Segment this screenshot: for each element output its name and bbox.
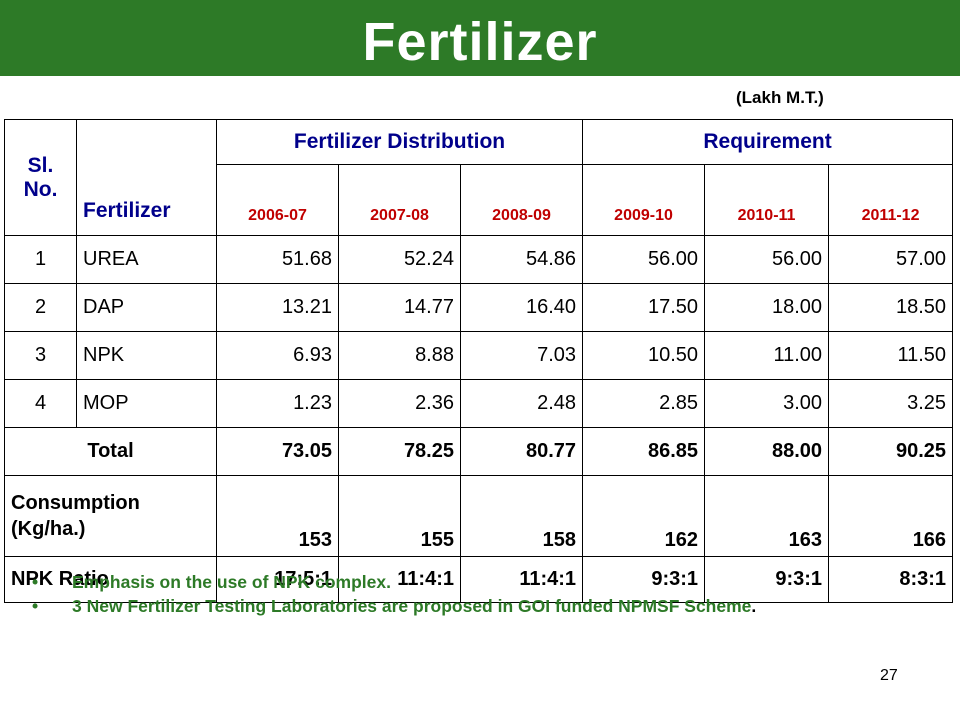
page-number: 27: [880, 667, 898, 684]
consumption-value: 153: [216, 475, 339, 557]
consumption-label-line2: (Kg/ha.): [11, 518, 86, 540]
row-value: 17.50: [582, 283, 706, 332]
bullet-dot-icon: •: [32, 572, 39, 592]
row-value: 18.50: [828, 283, 954, 332]
total-row: Total 73.05 78.25 80.77 86.85 88.00 90.2…: [4, 427, 954, 476]
row-value: 8.88: [338, 331, 461, 380]
header-year: 2006-07: [216, 164, 339, 236]
row-value: 51.68: [216, 235, 339, 284]
row-value: 11.00: [704, 331, 830, 380]
header-requirement: Requirement: [582, 119, 954, 165]
total-value: 88.00: [704, 427, 830, 476]
header-year: 2011-12: [828, 164, 954, 236]
bullet-item: • Emphasis on the use of NPK complex.: [32, 571, 952, 593]
row-sl: 2: [4, 283, 77, 332]
row-sl: 4: [4, 379, 77, 428]
row-value: 1.23: [216, 379, 339, 428]
header-year: 2009-10: [582, 164, 706, 236]
row-fertilizer-name: DAP: [76, 283, 217, 332]
row-value: 3.25: [828, 379, 954, 428]
consumption-value: 155: [338, 475, 461, 557]
bullet-item: • 3 New Fertilizer Testing Laboratories a…: [32, 595, 952, 617]
row-value: 56.00: [582, 235, 706, 284]
header-distribution: Fertilizer Distribution: [215, 119, 584, 165]
bullet-text: 3 New Fertilizer Testing Laboratories ar…: [72, 596, 752, 616]
header-year: 2008-09: [459, 164, 584, 236]
row-value: 11.50: [828, 331, 954, 380]
row-value: 14.77: [338, 283, 461, 332]
header-fertilizer: Fertilizer: [76, 119, 217, 236]
total-value: 73.05: [216, 427, 339, 476]
row-value: 7.03: [459, 331, 584, 380]
consumption-row: Consumption (Kg/ha.) 153 155 158 162 163 …: [4, 475, 954, 557]
consumption-value: 163: [704, 475, 830, 557]
total-value: 80.77: [459, 427, 584, 476]
npk-ratio-value: 8:3:1: [828, 556, 954, 603]
consumption-value: 162: [582, 475, 706, 557]
row-sl: 1: [4, 235, 77, 284]
table-row: 4 MOP 1.23 2.36 2.48 2.85 3.00 3.25: [4, 379, 954, 428]
total-label: Total: [4, 427, 217, 476]
consumption-label: Consumption (Kg/ha.): [4, 475, 217, 557]
table-row: 2 DAP 13.21 14.77 16.40 17.50 18.00 18.5…: [4, 283, 954, 332]
row-value: 2.36: [338, 379, 461, 428]
header-sl-no: Sl. No.: [4, 119, 77, 236]
header-year: 2007-08: [338, 164, 461, 236]
row-value: 54.86: [459, 235, 584, 284]
npk-ratio-value: 11:4:1: [459, 556, 584, 603]
bullet-list: • Emphasis on the use of NPK complex. • 3 …: [32, 571, 952, 619]
consumption-label-line1: Consumption: [11, 492, 140, 514]
slide-title: Fertilizer: [362, 12, 598, 72]
row-value: 57.00: [828, 235, 954, 284]
table-row: 3 NPK 6.93 8.88 7.03 10.50 11.00 11.50: [4, 331, 954, 380]
row-value: 2.85: [582, 379, 706, 428]
row-fertilizer-name: MOP: [76, 379, 217, 428]
bullet-dot-icon: •: [32, 596, 39, 616]
row-value: 10.50: [582, 331, 706, 380]
row-value: 52.24: [338, 235, 461, 284]
total-value: 78.25: [338, 427, 461, 476]
bullet-text: Emphasis on the use of NPK complex.: [72, 572, 391, 592]
row-value: 2.48: [459, 379, 584, 428]
unit-note: (Lakh M.T.): [736, 88, 824, 107]
total-value: 90.25: [828, 427, 954, 476]
consumption-value: 166: [828, 475, 954, 557]
header-year: 2010-11: [704, 164, 830, 236]
row-value: 6.93: [216, 331, 339, 380]
row-value: 3.00: [704, 379, 830, 428]
npk-ratio-label: NPK Ratio: [4, 556, 217, 603]
row-value: 56.00: [704, 235, 830, 284]
row-fertilizer-name: UREA: [76, 235, 217, 284]
row-sl: 3: [4, 331, 77, 380]
bullet-tail: .: [751, 596, 757, 616]
consumption-value: 158: [459, 475, 584, 557]
row-fertilizer-name: NPK: [76, 331, 217, 380]
row-value: 13.21: [216, 283, 339, 332]
npk-ratio-row: NPK Ratio 17:5:1 11:4:1 11:4:1 9:3:1 9:3…: [4, 556, 954, 603]
title-bar: Fertilizer: [0, 0, 960, 76]
total-value: 86.85: [582, 427, 706, 476]
row-value: 18.00: [704, 283, 830, 332]
table-row: 1 UREA 51.68 52.24 54.86 56.00 56.00 57.…: [4, 235, 954, 284]
fertilizer-table: Sl. No. Fertilizer Fertilizer Distributi…: [4, 119, 954, 603]
npk-ratio-value: 17:5:1: [216, 556, 339, 603]
row-value: 16.40: [459, 283, 584, 332]
